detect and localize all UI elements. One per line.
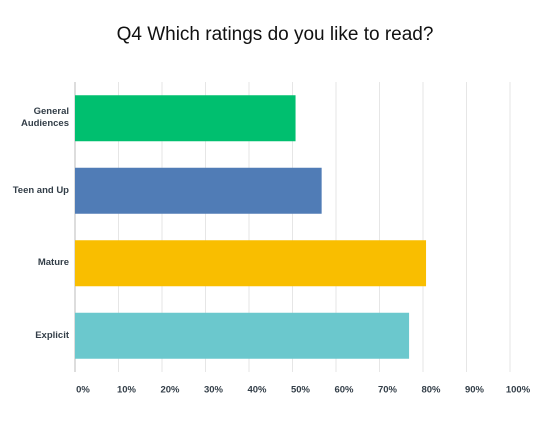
x-tick-label: 40%: [247, 385, 267, 396]
x-tick-label: 10%: [117, 385, 137, 396]
x-tick-label: 0%: [76, 385, 90, 396]
bar: [75, 312, 410, 359]
x-tick-label: 50%: [291, 385, 311, 396]
x-tick-label: 90%: [465, 385, 485, 396]
y-category-label: Explicit: [35, 329, 69, 341]
y-category-label: Teen and Up: [12, 184, 69, 196]
bar: [75, 95, 296, 142]
y-category-label: General Audiences: [20, 106, 69, 130]
bar: [75, 167, 322, 214]
x-tick-label: 20%: [160, 385, 180, 396]
x-tick-label: 60%: [334, 385, 354, 396]
bar: [75, 240, 427, 287]
x-tick-label: 30%: [204, 385, 224, 396]
x-tick-label: 70%: [378, 385, 398, 396]
chart-title: Q4 Which ratings do you like to read?: [117, 24, 434, 45]
x-tick-label: 100%: [506, 385, 531, 396]
x-tick-label: 80%: [421, 385, 441, 396]
y-category-label: Mature: [37, 257, 69, 269]
